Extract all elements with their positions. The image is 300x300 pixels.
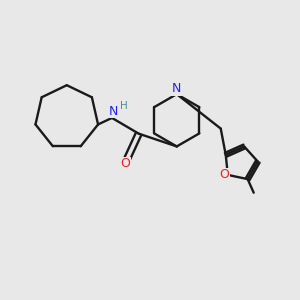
Text: O: O [120,158,130,170]
Text: H: H [120,101,128,111]
Text: O: O [219,168,229,182]
Text: N: N [172,82,182,95]
Text: N: N [109,105,118,118]
